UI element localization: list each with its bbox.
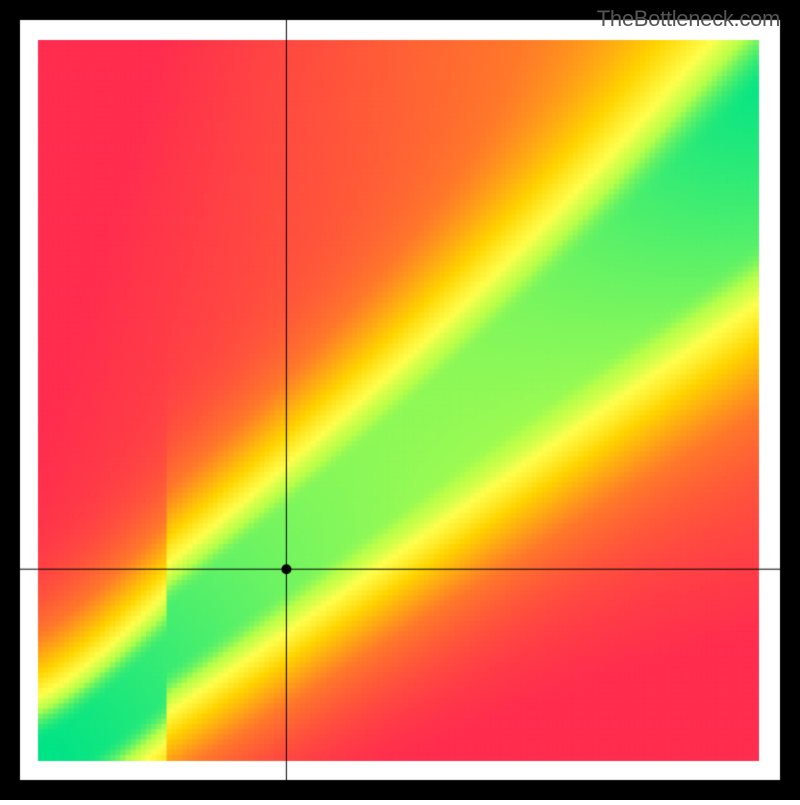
attribution-label: TheBottleneck.com	[597, 6, 780, 32]
bottleneck-heatmap: TheBottleneck.com	[0, 0, 800, 800]
heatmap-canvas	[0, 0, 800, 800]
